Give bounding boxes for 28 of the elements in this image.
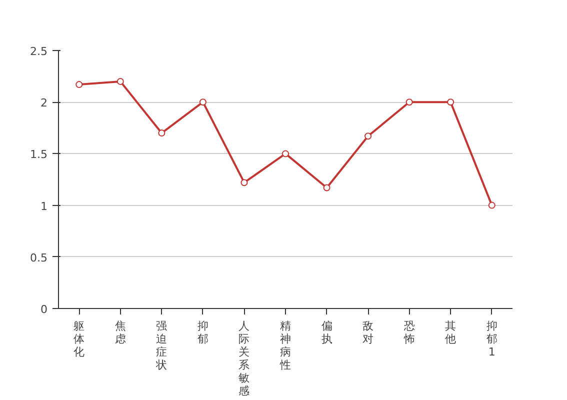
y-tick-label: 1 (40, 200, 48, 213)
y-tick-label: 0.5 (30, 251, 48, 264)
point (447, 98, 454, 106)
x-tick-label: 恐怖 (402, 320, 415, 346)
x-tick-label: 偏执 (321, 320, 332, 346)
point (240, 179, 248, 186)
x-tick-label: 躯体化 (74, 320, 85, 358)
point (158, 130, 166, 137)
point (76, 81, 83, 88)
point (406, 98, 413, 106)
point (364, 132, 372, 140)
x-tick-label: 强迫症状 (155, 320, 168, 372)
x-tick-label: 敌对 (362, 320, 374, 346)
x-tick-label: 其他 (445, 320, 456, 346)
point (282, 150, 289, 158)
x-tick-label: 人际关系敏感 (238, 320, 250, 398)
y-tick-label: 0 (40, 303, 48, 316)
x-tick-label: 焦虑 (114, 320, 126, 346)
y-tick-label: 1.5 (30, 148, 48, 162)
point (199, 98, 206, 106)
point (323, 184, 330, 192)
y-tick-label: 2 (40, 96, 48, 110)
y-tick-label: 2.5 (30, 45, 48, 58)
point (116, 78, 124, 85)
x-tick-label: 精神病性 (279, 320, 291, 372)
x-tick-label: 抑郁 (197, 320, 208, 346)
point (488, 202, 496, 209)
x-tick-label: 抑郁1 (486, 320, 498, 358)
